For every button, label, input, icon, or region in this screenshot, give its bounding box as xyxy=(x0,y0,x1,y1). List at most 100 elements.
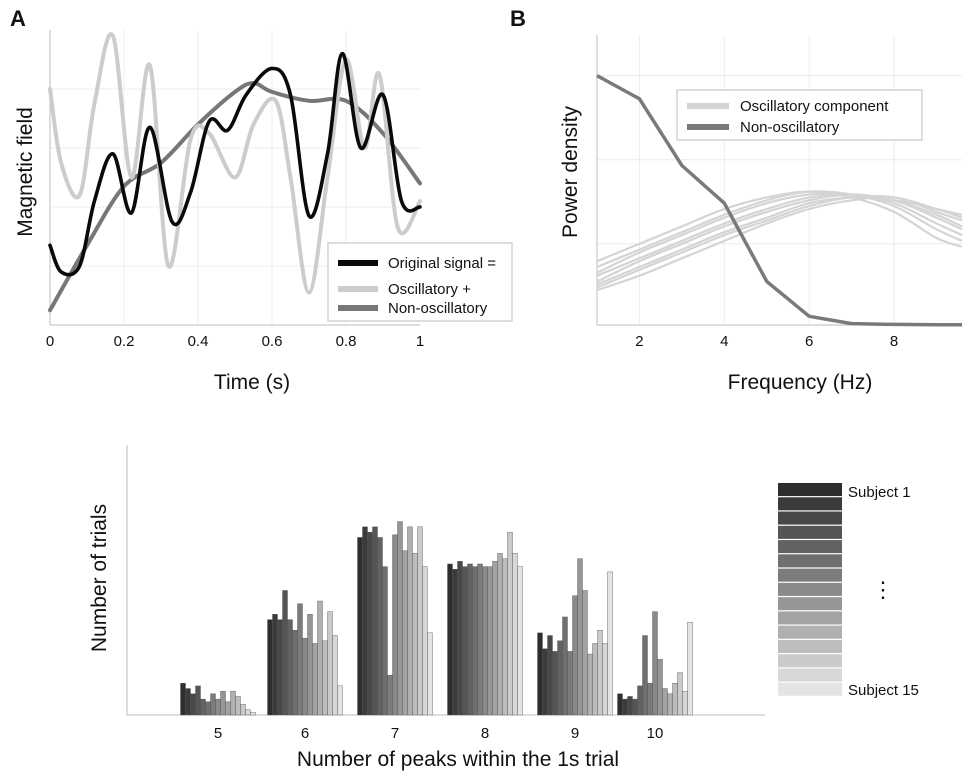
bar-subject-13-peaks-5 xyxy=(240,704,246,716)
bar-subject-3-peaks-10 xyxy=(627,696,633,716)
bar-subject-7-peaks-7 xyxy=(387,675,393,716)
bar-subject-3-peaks-5 xyxy=(190,693,196,716)
non-oscillatory-curve xyxy=(596,74,962,327)
bar-xlabel: Number of peaks within the 1s trial xyxy=(297,748,619,771)
bar-subject-1-peaks-9 xyxy=(537,632,543,716)
oscillatory-component-curve xyxy=(596,190,963,269)
bar-subject-2-peaks-5 xyxy=(185,688,191,716)
bar-subject-6-peaks-5 xyxy=(205,701,211,716)
bar-subject-2-peaks-9 xyxy=(542,648,548,716)
bar-subject-11-peaks-7 xyxy=(407,526,413,716)
bar-groups xyxy=(180,521,693,716)
bar-subject-12-peaks-10 xyxy=(672,683,678,716)
bar-subject-2-peaks-7 xyxy=(362,526,368,716)
legend-label-non-oscillatory: Non-oscillatory xyxy=(388,300,488,317)
subject-legend-swatch-5 xyxy=(778,540,842,554)
bar-x-ticks: 5 6 7 8 9 10 xyxy=(214,725,664,742)
panel-a-ylabel: Magnetic field xyxy=(14,107,37,237)
oscillatory-component-curve xyxy=(596,193,963,283)
bar-subject-13-peaks-6 xyxy=(327,611,333,716)
bar-subject-15-peaks-5 xyxy=(250,712,256,716)
bar-subject-14-peaks-5 xyxy=(245,709,251,716)
bar-subject-5-peaks-5 xyxy=(200,698,206,716)
bar-xtick-label: 9 xyxy=(571,725,579,742)
panel-b-legend-box xyxy=(676,89,923,141)
bar-subject-15-peaks-6 xyxy=(337,685,343,716)
bar-subject-1-peaks-10 xyxy=(617,693,623,716)
panel-a-xtick-label: 0.2 xyxy=(114,333,135,350)
oscillatory-component-curve xyxy=(596,195,963,292)
bar-subject-12-peaks-8 xyxy=(502,558,508,716)
subject-legend-swatch-1 xyxy=(778,483,842,497)
bar-subject-9-peaks-7 xyxy=(397,521,403,716)
bar-subject-15-peaks-9 xyxy=(607,571,613,716)
panel-b-lines xyxy=(596,74,963,327)
subject-legend-swatch-9 xyxy=(778,597,842,611)
bar-subject-14-peaks-8 xyxy=(512,553,518,716)
legend-label-original: Original signal = xyxy=(388,255,496,272)
panel-a-xtick-label: 0.8 xyxy=(336,333,357,350)
bar-subject-11-peaks-6 xyxy=(317,600,323,716)
bar-subject-14-peaks-6 xyxy=(332,635,338,716)
subject-legend-swatch-2 xyxy=(778,497,842,511)
oscillatory-component-curve xyxy=(596,193,963,277)
bar-subject-6-peaks-10 xyxy=(642,635,648,716)
legend-label-oscillatory: Oscillatory + xyxy=(388,281,471,298)
subject-legend-swatch-7 xyxy=(778,568,842,582)
bar-subject-5-peaks-8 xyxy=(467,563,473,716)
bar-subject-9-peaks-10 xyxy=(657,659,663,716)
bar-subject-12-peaks-6 xyxy=(322,640,328,716)
bar-subject-12-peaks-9 xyxy=(592,643,598,716)
oscillatory-component-curve xyxy=(596,192,963,274)
subject-legend-swatch-15 xyxy=(778,682,842,696)
bar-subject-4-peaks-9 xyxy=(552,651,558,716)
bar-xtick-label: 6 xyxy=(301,725,309,742)
panel-b-letter: B xyxy=(510,6,526,31)
bar-subject-5-peaks-9 xyxy=(557,640,563,716)
legend-label-oscillatory-component: Oscillatory component xyxy=(740,98,889,115)
bar-subject-1-peaks-8 xyxy=(447,563,453,716)
panel-b-xtick-label: 4 xyxy=(720,333,728,350)
bar-subject-8-peaks-10 xyxy=(652,611,658,716)
bar-xtick-label: 10 xyxy=(647,725,664,742)
panel-a-legend: Original signal = Oscillatory + Non-osci… xyxy=(327,242,513,322)
panel-b-xlabel: Frequency (Hz) xyxy=(728,371,873,394)
panel-a-xlabel: Time (s) xyxy=(214,371,290,394)
oscillatory-component-curve xyxy=(596,190,963,263)
subject-legend-swatch-3 xyxy=(778,511,842,525)
bar-subject-3-peaks-8 xyxy=(457,561,463,716)
panel-b-xtick-label: 6 xyxy=(805,333,813,350)
panel-a-xtick-label: 0.4 xyxy=(188,333,209,350)
bar-subject-4-peaks-5 xyxy=(195,685,201,716)
subject-legend xyxy=(778,483,842,696)
bar-subject-10-peaks-10 xyxy=(662,688,668,716)
original-signal-line xyxy=(48,51,422,277)
bar-subject-2-peaks-10 xyxy=(622,698,628,716)
bar-subject-14-peaks-7 xyxy=(422,566,428,716)
panel-a-x-ticks: 0 0.2 0.4 0.6 0.8 1 xyxy=(46,333,424,350)
bar-subject-8-peaks-7 xyxy=(392,534,398,716)
bar-subject-12-peaks-5 xyxy=(235,696,241,716)
bar-subject-10-peaks-7 xyxy=(402,550,408,716)
bar-subject-1-peaks-5 xyxy=(180,683,186,716)
bar-xtick-label: 5 xyxy=(214,725,222,742)
bar-subject-15-peaks-7 xyxy=(427,632,433,716)
bar-panel: 5 6 7 8 9 10 Number of peaks within the 1s tr… xyxy=(88,445,919,771)
panel-b-grid xyxy=(597,35,962,325)
bar-subject-15-peaks-10 xyxy=(687,622,693,716)
bar-subject-1-peaks-6 xyxy=(267,619,273,716)
bar-subject-9-peaks-9 xyxy=(577,558,583,716)
bar-subject-10-peaks-6 xyxy=(312,643,318,716)
bar-subject-14-peaks-9 xyxy=(602,643,608,716)
subject-legend-first: Subject 1 xyxy=(848,484,911,501)
bar-xtick-label: 8 xyxy=(481,725,489,742)
subject-legend-swatch-12 xyxy=(778,639,842,653)
bar-subject-1-peaks-7 xyxy=(357,537,363,716)
bar-subject-3-peaks-9 xyxy=(547,635,553,716)
bar-subject-12-peaks-7 xyxy=(412,553,418,716)
bar-subject-5-peaks-10 xyxy=(637,685,643,716)
bar-subject-8-peaks-6 xyxy=(302,637,308,716)
panel-a-xtick-label: 1 xyxy=(416,333,424,350)
